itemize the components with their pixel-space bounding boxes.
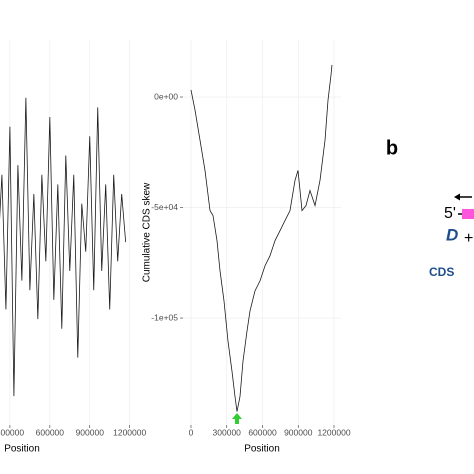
- gene-box: [462, 209, 474, 219]
- x-tick-label: 0: [189, 427, 194, 437]
- plot-panel: 0 300000 600000 900000 1200000 0e+00 -5e+04 -1e…: [142, 40, 351, 455]
- x-tick-label: 600000: [248, 427, 277, 437]
- x-tick-label: 1200000: [113, 427, 146, 437]
- x-axis-title: Position: [4, 444, 40, 455]
- y-tick-label: 0e+00: [154, 91, 178, 101]
- caption: CDS: [429, 265, 454, 279]
- plus-sign: +: [464, 230, 473, 247]
- series-line: [190, 64, 333, 412]
- y-tick-label: -5e+04: [151, 202, 178, 212]
- series-line: [0, 97, 127, 397]
- arrow-head: [454, 193, 460, 201]
- y-tick-label: -1e+05: [151, 312, 178, 322]
- min-arrow: [231, 413, 242, 424]
- x-tick-label: 1200000: [317, 427, 350, 437]
- five-prime: 5': [444, 205, 456, 222]
- x-tick-label: 900000: [76, 427, 105, 437]
- panel-label: b: [386, 137, 398, 159]
- panel-background: [183, 40, 341, 425]
- x-tick-label: 600000: [36, 427, 65, 437]
- x-tick-label: 900000: [284, 427, 313, 437]
- x-tick-label: 300000: [0, 427, 24, 437]
- x-tick-label: 300000: [213, 427, 242, 437]
- x-axis-title: Position: [244, 444, 280, 455]
- panel-background: [0, 40, 135, 425]
- plot-panel: 300000 600000 900000 1200000 Position: [0, 40, 146, 455]
- strand-label: D: [446, 225, 458, 244]
- y-axis-title: Cumulative CDS skew: [142, 182, 153, 282]
